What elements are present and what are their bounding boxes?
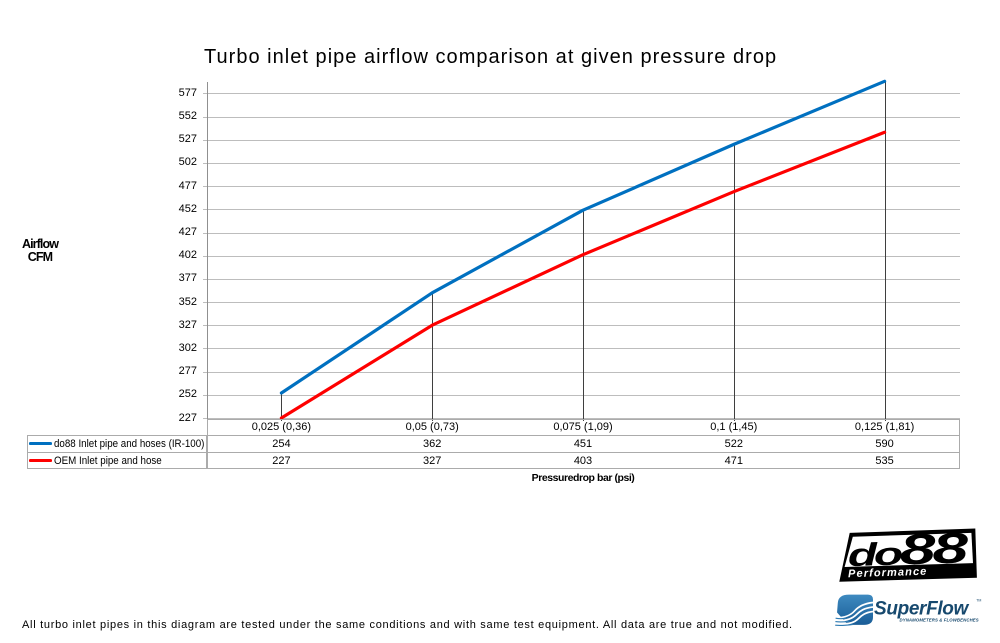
svg-text:do88: do88 (847, 524, 970, 576)
svg-text:Performance: Performance (848, 566, 928, 580)
svg-text:TM: TM (976, 599, 981, 603)
svg-text:SuperFlow: SuperFlow (874, 599, 970, 620)
svg-text:DYNAMOMETERS & FLOWBENCHES: DYNAMOMETERS & FLOWBENCHES (900, 617, 979, 622)
